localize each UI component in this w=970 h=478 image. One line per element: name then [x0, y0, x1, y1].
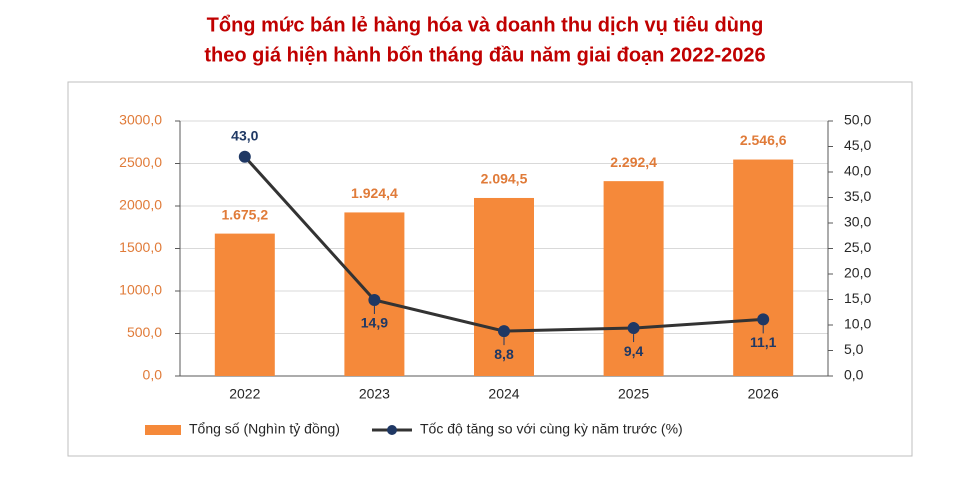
- y2-tick-label: 5,0: [844, 341, 864, 357]
- y2-tick-label: 45,0: [844, 137, 871, 153]
- y2-tick-label: 30,0: [844, 214, 871, 230]
- bar: [603, 181, 664, 376]
- bar-value-label: 2.094,5: [481, 171, 528, 187]
- x-tick-label: 2024: [488, 386, 519, 402]
- x-tick-label: 2022: [229, 386, 260, 402]
- bar-value-label: 2.292,4: [610, 154, 657, 170]
- bar-value-label: 1.675,2: [221, 206, 268, 222]
- y-tick-label: 2500,0: [119, 154, 162, 170]
- legend-label: Tốc độ tăng so với cùng kỳ năm trước (%): [420, 421, 683, 437]
- line-value-label: 14,9: [361, 315, 388, 331]
- y-tick-label: 0,0: [143, 367, 163, 383]
- line-marker: [627, 322, 640, 335]
- line-value-label: 8,8: [494, 346, 514, 362]
- y-tick-label: 3000,0: [119, 112, 162, 128]
- line-marker: [238, 150, 251, 163]
- x-tick-label: 2026: [748, 386, 779, 402]
- y2-tick-label: 35,0: [844, 188, 871, 204]
- y-tick-label: 1500,0: [119, 239, 162, 255]
- chart-title: Tổng mức bán lẻ hàng hóa và doanh thu dị…: [207, 14, 764, 36]
- x-tick-label: 2025: [618, 386, 649, 402]
- y-tick-label: 2000,0: [119, 197, 162, 213]
- line-value-label: 9,4: [624, 343, 644, 359]
- y2-tick-label: 50,0: [844, 112, 871, 128]
- x-tick-label: 2023: [359, 386, 390, 402]
- y2-tick-label: 0,0: [844, 367, 864, 383]
- y2-tick-label: 25,0: [844, 239, 871, 255]
- y-tick-label: 500,0: [127, 324, 162, 340]
- line-marker: [368, 294, 381, 307]
- line-value-label: 11,1: [750, 334, 777, 350]
- bar: [474, 197, 534, 376]
- bar: [214, 233, 275, 376]
- bar-value-label: 1.924,4: [351, 185, 398, 201]
- chart-frame: [67, 81, 913, 457]
- legend-swatch: [386, 425, 397, 435]
- y2-tick-label: 40,0: [844, 163, 871, 179]
- legend-label: Tổng số (Nghìn tỷ đồng): [189, 421, 340, 437]
- line-value-label: 43,0: [231, 127, 258, 143]
- y2-tick-label: 10,0: [844, 316, 871, 332]
- chart-title: theo giá hiện hành bốn tháng đầu năm gia…: [204, 44, 765, 66]
- line-marker: [757, 313, 770, 326]
- bar-value-label: 2.546,6: [740, 132, 787, 148]
- y-tick-label: 1000,0: [119, 282, 162, 298]
- y2-tick-label: 15,0: [844, 290, 871, 306]
- bar: [733, 159, 794, 376]
- line-marker: [498, 325, 510, 338]
- y2-tick-label: 20,0: [844, 265, 871, 281]
- legend-swatch: [145, 425, 181, 435]
